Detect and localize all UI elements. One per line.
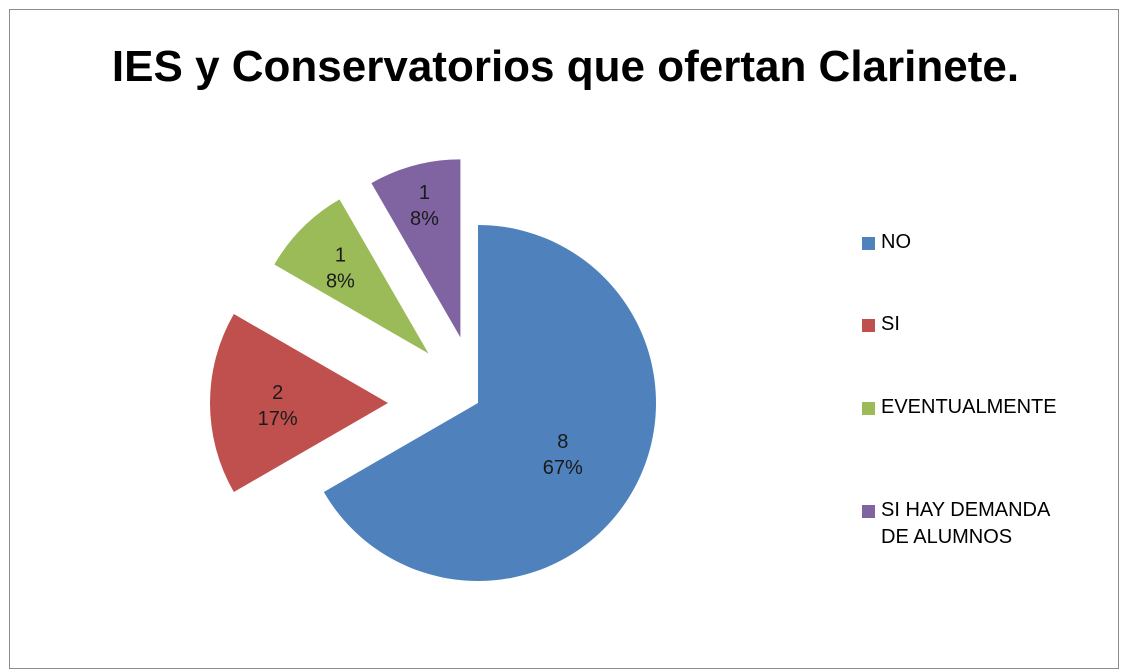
legend-item: NO: [862, 231, 1081, 256]
slice-percent-label: 8%: [326, 270, 355, 292]
legend-label: SI HAY DEMANDA DE ALUMNOS: [881, 499, 1050, 548]
legend-label: EVENTUALMENTE: [881, 396, 1057, 418]
pie-slice-eventualmente: [274, 199, 429, 354]
legend-label: SI: [881, 313, 900, 335]
legend-swatch: [862, 505, 875, 518]
legend-item: SI: [862, 313, 1081, 338]
slice-value-label: 8: [557, 431, 568, 453]
pie-slice-si-hay-demanda-de-alumnos: [371, 159, 461, 338]
slice-percent-label: 67%: [543, 457, 583, 479]
slice-percent-label: 8%: [410, 208, 439, 230]
legend-label: NO: [881, 231, 911, 253]
slice-value-label: 1: [419, 182, 430, 204]
pie-slice-si: [209, 314, 388, 492]
legend-item: SI HAY DEMANDA DE ALUMNOS: [862, 499, 1081, 551]
legend-swatch: [862, 402, 875, 415]
pie-slice-no: [323, 225, 656, 581]
slice-value-label: 1: [335, 244, 346, 266]
legend-swatch: [862, 319, 875, 332]
legend-swatch: [862, 237, 875, 250]
legend-item: EVENTUALMENTE: [862, 396, 1081, 421]
chart-title: IES y Conservatorios que ofertan Clarine…: [111, 42, 1020, 91]
slice-value-label: 2: [272, 382, 283, 404]
slice-percent-label: 17%: [258, 408, 298, 430]
